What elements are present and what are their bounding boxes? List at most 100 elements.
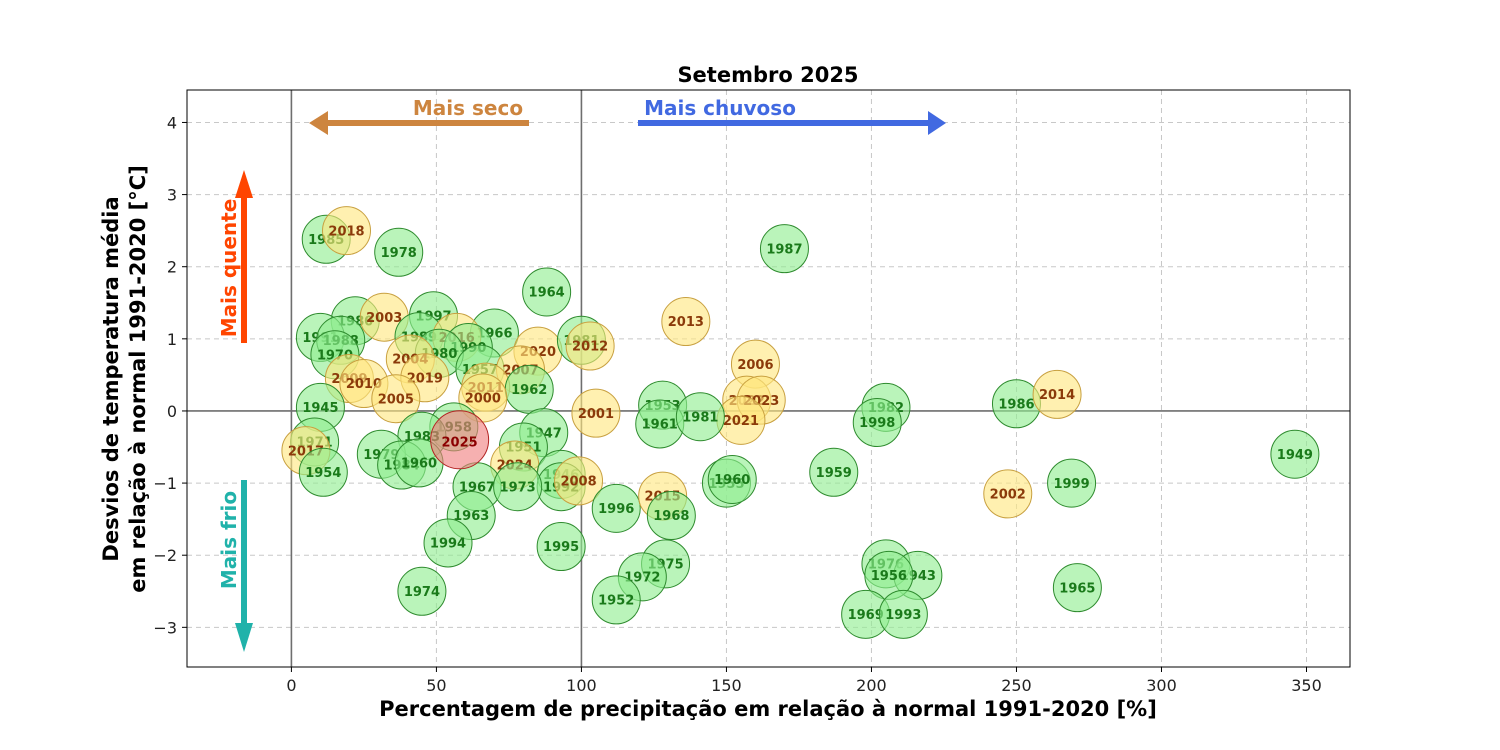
- point-marker-1964: [522, 267, 572, 317]
- point-marker-1952: [591, 575, 641, 625]
- y-tick-label: 4: [167, 113, 177, 132]
- point-marker-2018: [322, 206, 372, 256]
- point-marker-1993: [878, 589, 928, 639]
- point-marker-1994: [423, 518, 473, 568]
- y-tick-label: 3: [167, 186, 177, 205]
- point-label-1960: 1960: [714, 473, 750, 488]
- point-label-2000: 2000: [465, 392, 501, 407]
- x-tick-label: 0: [286, 676, 296, 695]
- colder-arrow-head: [235, 623, 253, 652]
- x-tick-label: 100: [566, 676, 597, 695]
- warmer-arrow-head: [235, 170, 253, 198]
- colder-label: Mais frio: [217, 491, 241, 589]
- point-marker-2002: [983, 469, 1033, 519]
- point-marker-1974: [397, 566, 447, 616]
- point-label-2018: 2018: [328, 224, 364, 239]
- y-tick-label: −3: [153, 618, 177, 637]
- point-label-1996: 1996: [598, 502, 634, 517]
- point-marker-1954: [298, 447, 348, 497]
- point-label-2012: 2012: [572, 340, 608, 355]
- annotation-arrows: [235, 111, 946, 652]
- point-label-1993: 1993: [885, 608, 921, 623]
- point-label-2008: 2008: [560, 475, 596, 490]
- point-marker-2014: [1032, 369, 1082, 419]
- point-marker-1987: [759, 224, 809, 274]
- point-marker-1981: [675, 392, 725, 442]
- chart-title: Setembro 2025: [677, 63, 858, 87]
- point-label-2002: 2002: [990, 488, 1026, 503]
- point-label-1972: 1972: [624, 571, 660, 586]
- point-marker-1960: [707, 454, 757, 504]
- point-label-2010: 2010: [346, 377, 382, 392]
- point-label-1956: 1956: [871, 569, 907, 584]
- x-tick-label: 200: [856, 676, 887, 695]
- point-label-1999: 1999: [1053, 477, 1089, 492]
- point-marker-1998: [852, 397, 902, 447]
- point-marker-1996: [591, 483, 641, 533]
- point-label-2013: 2013: [668, 315, 704, 330]
- point-label-1963: 1963: [453, 509, 489, 524]
- warmer-arrow-shaft: [241, 195, 247, 343]
- y-tick-label: −2: [153, 546, 177, 565]
- point-marker-2012: [565, 321, 615, 371]
- drier-arrow-shaft: [326, 120, 529, 126]
- point-label-1959: 1959: [816, 466, 852, 481]
- point-label-1961: 1961: [642, 418, 678, 433]
- point-label-1987: 1987: [766, 242, 802, 257]
- point-label-1960: 1960: [401, 457, 437, 472]
- y-axis-ticks: −3 −2 −1 0 1 2 3 4: [153, 113, 187, 637]
- x-tick-label: 350: [1291, 676, 1322, 695]
- point-label-2019: 2019: [407, 371, 443, 386]
- point-marker-2005: [371, 374, 421, 424]
- point-label-2025: 2025: [442, 436, 478, 451]
- point-marker-2025: [430, 410, 490, 470]
- point-label-2001: 2001: [578, 407, 614, 422]
- wetter-label: Mais chuvoso: [644, 96, 796, 120]
- point-label-2006: 2006: [737, 358, 773, 373]
- point-label-2021: 2021: [723, 414, 759, 429]
- point-label-1974: 1974: [404, 585, 440, 600]
- point-label-2003: 2003: [366, 311, 402, 326]
- point-label-1978: 1978: [381, 246, 417, 261]
- x-tick-label: 150: [711, 676, 742, 695]
- point-label-2014: 2014: [1039, 388, 1075, 403]
- point-label-1945: 1945: [302, 401, 338, 416]
- point-label-1995: 1995: [543, 540, 579, 555]
- drier-arrow-head: [309, 111, 328, 135]
- point-marker-1995: [536, 522, 586, 572]
- point-label-1981: 1981: [682, 410, 718, 425]
- point-marker-2008: [554, 456, 604, 506]
- data-points: 1985201819781964198719802003199719661991…: [281, 206, 1320, 639]
- point-label-1949: 1949: [1277, 448, 1313, 463]
- point-label-1994: 1994: [430, 537, 466, 552]
- point-label-1965: 1965: [1059, 581, 1095, 596]
- y-axis-label-line2: em relação à normal 1991-2020 [°C]: [126, 165, 150, 593]
- point-marker-1973: [493, 462, 543, 512]
- colder-arrow-shaft: [241, 480, 247, 626]
- point-marker-1999: [1047, 458, 1097, 508]
- point-label-1964: 1964: [529, 286, 565, 301]
- point-marker-1968: [646, 491, 696, 541]
- x-axis-ticks: 0 50 100 150 200 250 300 350: [286, 667, 1322, 695]
- plot-frame: [186, 89, 1351, 668]
- point-marker-2013: [661, 297, 711, 347]
- point-label-1986: 1986: [998, 397, 1034, 412]
- point-label-1968: 1968: [653, 509, 689, 524]
- drier-label: Mais seco: [413, 96, 523, 120]
- point-marker-1978: [374, 227, 424, 277]
- y-axis-label-line1: Desvios de temperatura média: [99, 196, 123, 561]
- y-tick-label: 1: [167, 330, 177, 349]
- point-label-1969: 1969: [848, 608, 884, 623]
- point-label-1962: 1962: [511, 383, 547, 398]
- y-tick-label: 2: [167, 258, 177, 277]
- wetter-arrow-head: [928, 111, 946, 135]
- x-tick-label: 300: [1146, 676, 1177, 695]
- point-marker-1949: [1270, 429, 1320, 479]
- point-label-2005: 2005: [378, 392, 414, 407]
- point-label-1998: 1998: [859, 416, 895, 431]
- x-axis-label: Percentagem de precipitação em relação à…: [379, 697, 1157, 721]
- point-label-1954: 1954: [305, 466, 341, 481]
- point-marker-2001: [571, 388, 621, 438]
- y-tick-label: −1: [153, 474, 177, 493]
